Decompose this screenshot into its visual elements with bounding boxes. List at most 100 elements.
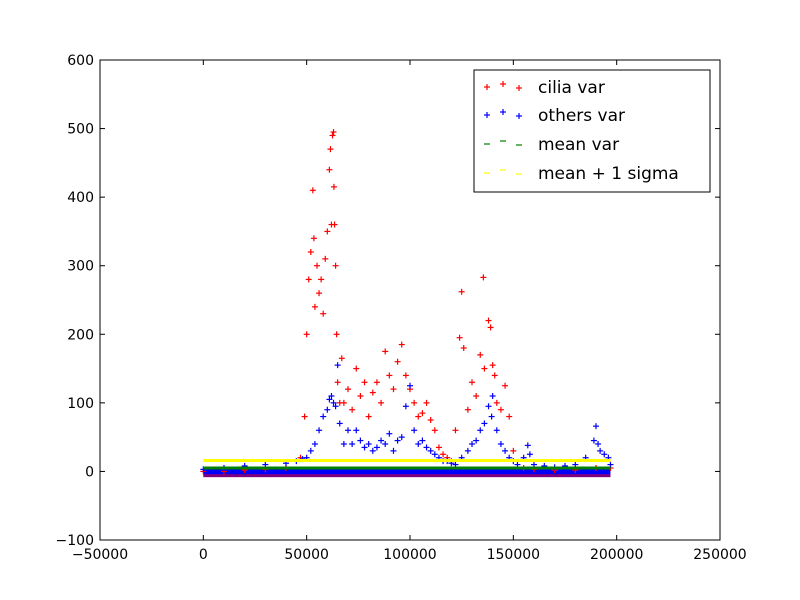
cilia-point	[491, 372, 498, 379]
others-point	[365, 441, 372, 447]
others-point	[307, 447, 314, 454]
cilia-point	[333, 331, 340, 338]
others-point	[411, 427, 418, 434]
y-tick-label: 0	[85, 464, 94, 480]
legend-plus-marker	[516, 113, 522, 119]
others-point	[489, 393, 496, 399]
cilia-point	[338, 355, 345, 362]
cilia-point	[415, 413, 422, 420]
cilia-point	[477, 351, 484, 358]
y-tick-label: 400	[67, 190, 94, 206]
cilia-point	[331, 221, 338, 228]
legend-label-sigma: mean + 1 sigma	[538, 164, 679, 184]
others-point	[334, 362, 341, 369]
cilia-point	[386, 372, 393, 379]
others-point	[473, 437, 480, 444]
cilia-point	[314, 262, 320, 269]
cilia-point	[493, 399, 500, 406]
others-point	[382, 441, 389, 447]
others-point	[316, 427, 323, 434]
others-point	[345, 427, 351, 434]
cilia-point	[460, 345, 467, 351]
others-point	[378, 437, 385, 444]
cilia-point	[353, 365, 360, 372]
y-tick-label: 200	[67, 327, 94, 343]
others-point	[369, 447, 376, 454]
others-point	[386, 430, 393, 437]
plot-area	[200, 129, 614, 478]
x-tick-label: 100000	[383, 547, 436, 563]
cilia-point	[485, 317, 492, 324]
cilia-point	[340, 399, 347, 406]
cilia-point	[334, 379, 341, 386]
x-tick-label: 0	[199, 547, 208, 563]
cilia-point	[332, 262, 339, 269]
x-tick-label: 50000	[284, 547, 329, 563]
cilia-point	[390, 386, 397, 393]
legend: cilia var others var mean var mean + 1 s…	[473, 69, 711, 193]
cilia-point	[327, 146, 334, 153]
cilia-point	[473, 393, 480, 399]
legend-label-mean: mean var	[538, 135, 619, 155]
others-point	[390, 447, 397, 454]
cilia-point	[316, 290, 323, 297]
y-tick-label: 600	[67, 53, 94, 69]
legend-entry-cilia: cilia var	[484, 78, 605, 98]
others-point	[357, 437, 364, 444]
cilia-point	[510, 447, 517, 454]
legend-plus-marker	[500, 109, 506, 115]
cilia-point	[345, 386, 351, 393]
cilia-point	[320, 310, 327, 317]
legend-box	[473, 69, 711, 193]
others-point	[481, 420, 488, 427]
legend-label-cilia: cilia var	[538, 78, 605, 98]
cilia-point	[469, 379, 475, 386]
cilia-point	[357, 393, 364, 399]
y-axis: −100 0 100 200 300 400 500 600	[56, 53, 720, 549]
cilia-point	[402, 372, 409, 379]
others-point	[469, 441, 475, 447]
cilia-point	[431, 427, 438, 434]
others-point	[423, 444, 430, 451]
cilia-point	[365, 413, 372, 420]
legend-marker-cilia	[484, 81, 522, 91]
others-point	[431, 451, 438, 458]
cilia-point	[506, 413, 513, 420]
x-tick-label: −50000	[72, 547, 128, 563]
cilia-point	[398, 341, 405, 348]
cilia-point	[378, 399, 385, 406]
others-point	[502, 447, 509, 454]
overlap-base-band	[203, 474, 611, 478]
others-point	[394, 437, 401, 444]
cilia-point	[435, 444, 442, 451]
others-point	[336, 420, 343, 427]
cilia-point	[497, 406, 504, 413]
others-point	[311, 441, 318, 447]
others-point	[427, 447, 434, 454]
others-base-band	[203, 467, 611, 476]
others-point	[493, 427, 500, 434]
legend-entry-mean: mean var	[484, 135, 619, 155]
y-tick-label: −100	[56, 533, 94, 549]
legend-marker-others	[484, 109, 522, 119]
legend-entry-others: others var	[484, 106, 625, 126]
x-axis: −50000 0 50000 100000 150000 200000 250000	[72, 60, 747, 563]
y-tick-label: 500	[67, 122, 94, 138]
series-others-var	[200, 362, 614, 473]
cilia-point	[318, 276, 325, 283]
others-point	[526, 451, 533, 458]
cilia-point	[309, 187, 316, 194]
cilia-point	[423, 399, 430, 406]
cilia-point	[373, 379, 380, 386]
legend-marker-sigma	[484, 169, 522, 175]
others-point	[590, 437, 597, 444]
others-point	[477, 427, 484, 434]
cilia-point	[427, 417, 434, 423]
x-tick-label: 150000	[487, 547, 540, 563]
legend-plus-marker	[484, 112, 490, 118]
others-point	[373, 444, 380, 451]
others-point	[524, 442, 531, 449]
others-point	[328, 393, 335, 399]
legend-marker-mean	[484, 140, 522, 146]
